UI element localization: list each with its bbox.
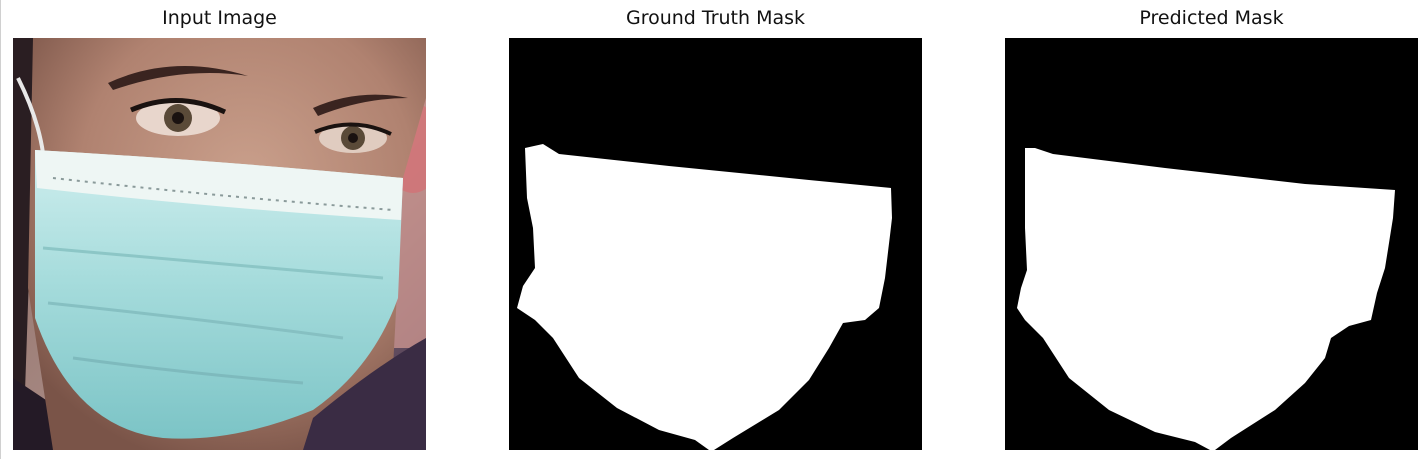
predicted-mask-image <box>1005 38 1418 450</box>
mask-foreground <box>517 144 892 450</box>
predicted-mask-title: Predicted Mask <box>1139 7 1284 29</box>
ground-truth-mask-panel <box>509 38 922 450</box>
input-image-panel <box>13 38 426 450</box>
predicted-mask-panel <box>1005 38 1418 450</box>
ground-truth-mask-title: Ground Truth Mask <box>625 7 806 29</box>
mask-foreground <box>1017 148 1395 450</box>
input-image-title: Input Image <box>162 7 277 29</box>
input-image <box>13 38 426 450</box>
figure-left-border <box>0 0 1 459</box>
ground-truth-mask-image <box>509 38 922 450</box>
